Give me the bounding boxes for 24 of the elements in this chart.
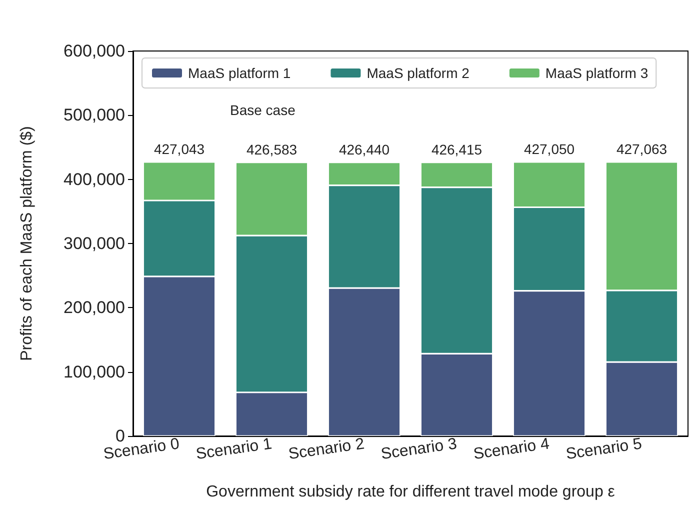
y-tick-label: 300,000 bbox=[64, 234, 125, 253]
x-tick-label: Scenario 3 bbox=[380, 436, 458, 464]
total-label: 426,583 bbox=[246, 141, 298, 158]
x-tick-label: Scenario 5 bbox=[564, 436, 644, 464]
total-label: 427,050 bbox=[524, 140, 575, 157]
y-tick-label: 600,000 bbox=[64, 42, 125, 60]
x-tick-label: Scenario 1 bbox=[194, 436, 274, 464]
y-tick-label: 100,000 bbox=[64, 362, 125, 382]
y-tick-label: 400,000 bbox=[64, 170, 125, 189]
y-tick-label: 200,000 bbox=[64, 298, 125, 318]
y-tick-label: 500,000 bbox=[64, 106, 125, 125]
x-tick-label: Scenario 4 bbox=[472, 436, 551, 464]
y-axis-title: Profits of each MaaS platform ($) bbox=[18, 126, 36, 361]
total-label: 427,063 bbox=[616, 140, 668, 157]
x-axis-title: Government subsidy rate for different travel mode group ε bbox=[206, 484, 615, 500]
total-label: 427,043 bbox=[154, 140, 205, 157]
legend-label: MaaS platform 1 bbox=[188, 65, 291, 81]
total-label: 426,440 bbox=[338, 141, 390, 158]
legend-label: MaaS platform 2 bbox=[366, 65, 470, 81]
x-tick-label: Scenario 2 bbox=[287, 436, 366, 464]
annotation: Base case bbox=[230, 102, 296, 118]
legend-label: MaaS platform 3 bbox=[545, 65, 648, 81]
y-tick-label: 0 bbox=[116, 426, 125, 446]
total-label: 426,415 bbox=[431, 141, 482, 158]
